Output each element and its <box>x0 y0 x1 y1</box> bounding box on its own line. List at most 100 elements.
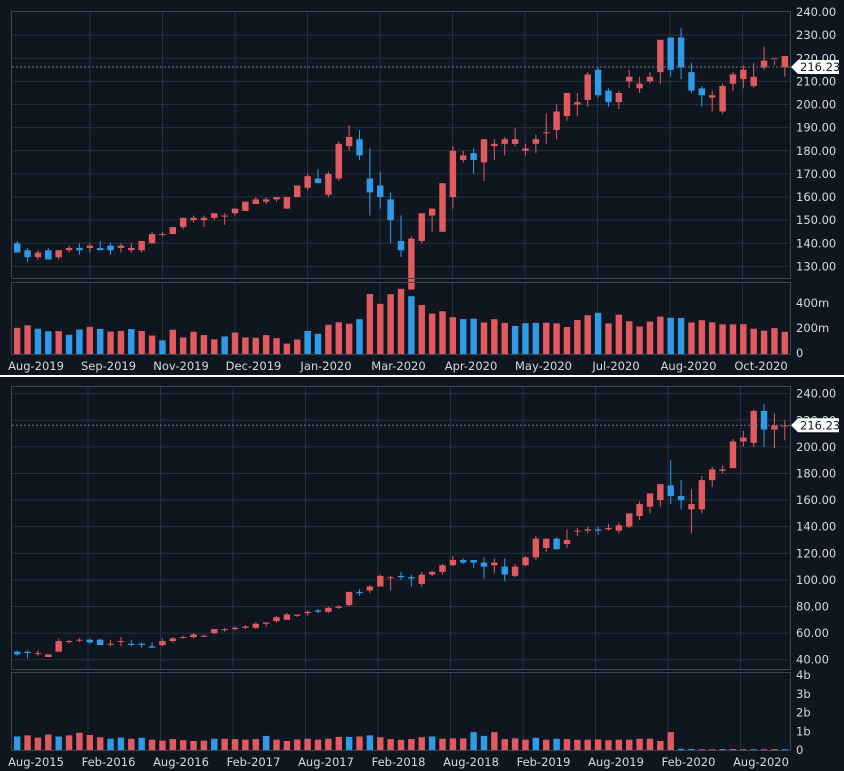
x-tick-label: Jan-2020 <box>299 359 351 373</box>
candle-body <box>138 240 145 251</box>
candle-body <box>428 208 436 216</box>
volume-bar <box>543 739 550 750</box>
candle-body <box>45 250 52 260</box>
volume-bar <box>231 739 239 750</box>
candle-body <box>55 641 62 652</box>
volume-bar <box>657 740 664 750</box>
volume-bar <box>117 737 125 750</box>
volume-bar <box>408 739 415 750</box>
candle-body <box>625 76 633 82</box>
volume-bar <box>636 738 643 750</box>
candle-body <box>76 639 83 641</box>
candle-body <box>729 74 737 84</box>
candle-body <box>781 55 789 68</box>
volume-bar <box>646 738 654 750</box>
candle-body <box>190 217 197 221</box>
candle-body <box>117 641 125 643</box>
volume-bar <box>200 740 208 750</box>
candle-body <box>211 629 218 634</box>
volume-bar <box>449 317 457 354</box>
candle-body <box>418 574 425 584</box>
candle-body <box>314 610 322 612</box>
volume-frame <box>11 672 791 751</box>
volume-bar <box>128 329 135 354</box>
volume-grid <box>87 673 741 750</box>
candle-body <box>553 538 560 550</box>
candle-body <box>273 617 280 622</box>
candle-body <box>584 74 591 100</box>
volume-bar <box>252 337 259 354</box>
volume-bar <box>13 327 21 354</box>
candle-body <box>501 139 508 144</box>
candle-body <box>231 208 239 214</box>
price-axis: 240.00220.00200.00180.00160.00140.00120.… <box>796 387 836 667</box>
candle-body <box>688 504 695 510</box>
volume-bar <box>470 318 477 354</box>
volume-bar <box>169 329 177 354</box>
volume-bar <box>294 739 301 750</box>
candle-body <box>750 410 757 443</box>
volume-bar <box>532 322 540 354</box>
volume-bar <box>179 337 187 354</box>
volume-bar <box>553 323 560 354</box>
volume-bar <box>221 336 228 354</box>
volume-bar <box>86 734 94 750</box>
volume-bar <box>511 738 519 750</box>
x-tick-label: Feb-2017 <box>227 755 281 769</box>
volume-bar <box>159 740 166 750</box>
candle-body <box>397 240 405 251</box>
candle-body <box>377 185 384 198</box>
candle-body <box>677 496 685 501</box>
volume-grid <box>89 283 743 354</box>
volume-tick-label: 4b <box>796 668 811 682</box>
candle-body <box>636 83 643 89</box>
candle-body <box>708 95 716 98</box>
y-tick-label: 80.00 <box>796 599 829 613</box>
volume-bar <box>522 323 529 354</box>
volume-bar <box>480 322 488 354</box>
volume-bar <box>190 740 197 750</box>
y-tick-label: 200.00 <box>796 98 836 112</box>
candle-body <box>314 178 322 184</box>
x-tick-label: Mar-2020 <box>371 359 425 373</box>
volume-bar <box>553 738 560 750</box>
volume-bar <box>283 740 291 750</box>
volume-bar <box>273 338 280 354</box>
volume-bar <box>750 749 757 750</box>
volume-tick-label: 200m <box>796 321 829 335</box>
last-price-value: 216.23 <box>800 418 840 432</box>
volume-bar <box>408 296 415 354</box>
x-tick-label: Aug-2019 <box>588 755 644 769</box>
last-price-tag: 216.23 <box>791 418 840 433</box>
volume-bar <box>190 331 197 354</box>
candle-body <box>200 635 208 637</box>
candle-body <box>698 480 706 510</box>
x-tick-label: Aug-2018 <box>443 755 499 769</box>
candle-body <box>179 637 187 639</box>
candle-body <box>719 86 726 112</box>
volume-bar <box>781 331 789 354</box>
candle-body <box>65 641 73 643</box>
volume-bar <box>511 325 519 354</box>
volume-bar <box>563 739 571 750</box>
candle-body <box>159 641 166 646</box>
volume-bar <box>574 319 581 354</box>
price-frame <box>11 11 791 279</box>
volume-bar <box>159 340 166 354</box>
volume-bar <box>65 735 73 750</box>
candle-body <box>688 72 695 91</box>
candle-body <box>335 143 342 179</box>
candle-body <box>96 639 104 646</box>
candle-body <box>377 575 384 587</box>
candle-body <box>24 651 31 654</box>
volume-tick-label: 400m <box>796 296 829 310</box>
candle-body <box>439 565 446 572</box>
candle-body <box>605 528 612 530</box>
x-tick-label: Apr-2020 <box>445 359 498 373</box>
candle-body <box>45 654 52 658</box>
volume-bar <box>304 330 311 354</box>
candle-body <box>128 643 135 646</box>
candle-body <box>574 102 581 105</box>
y-tick-label: 240.00 <box>796 387 836 401</box>
volume-bar <box>750 328 757 354</box>
